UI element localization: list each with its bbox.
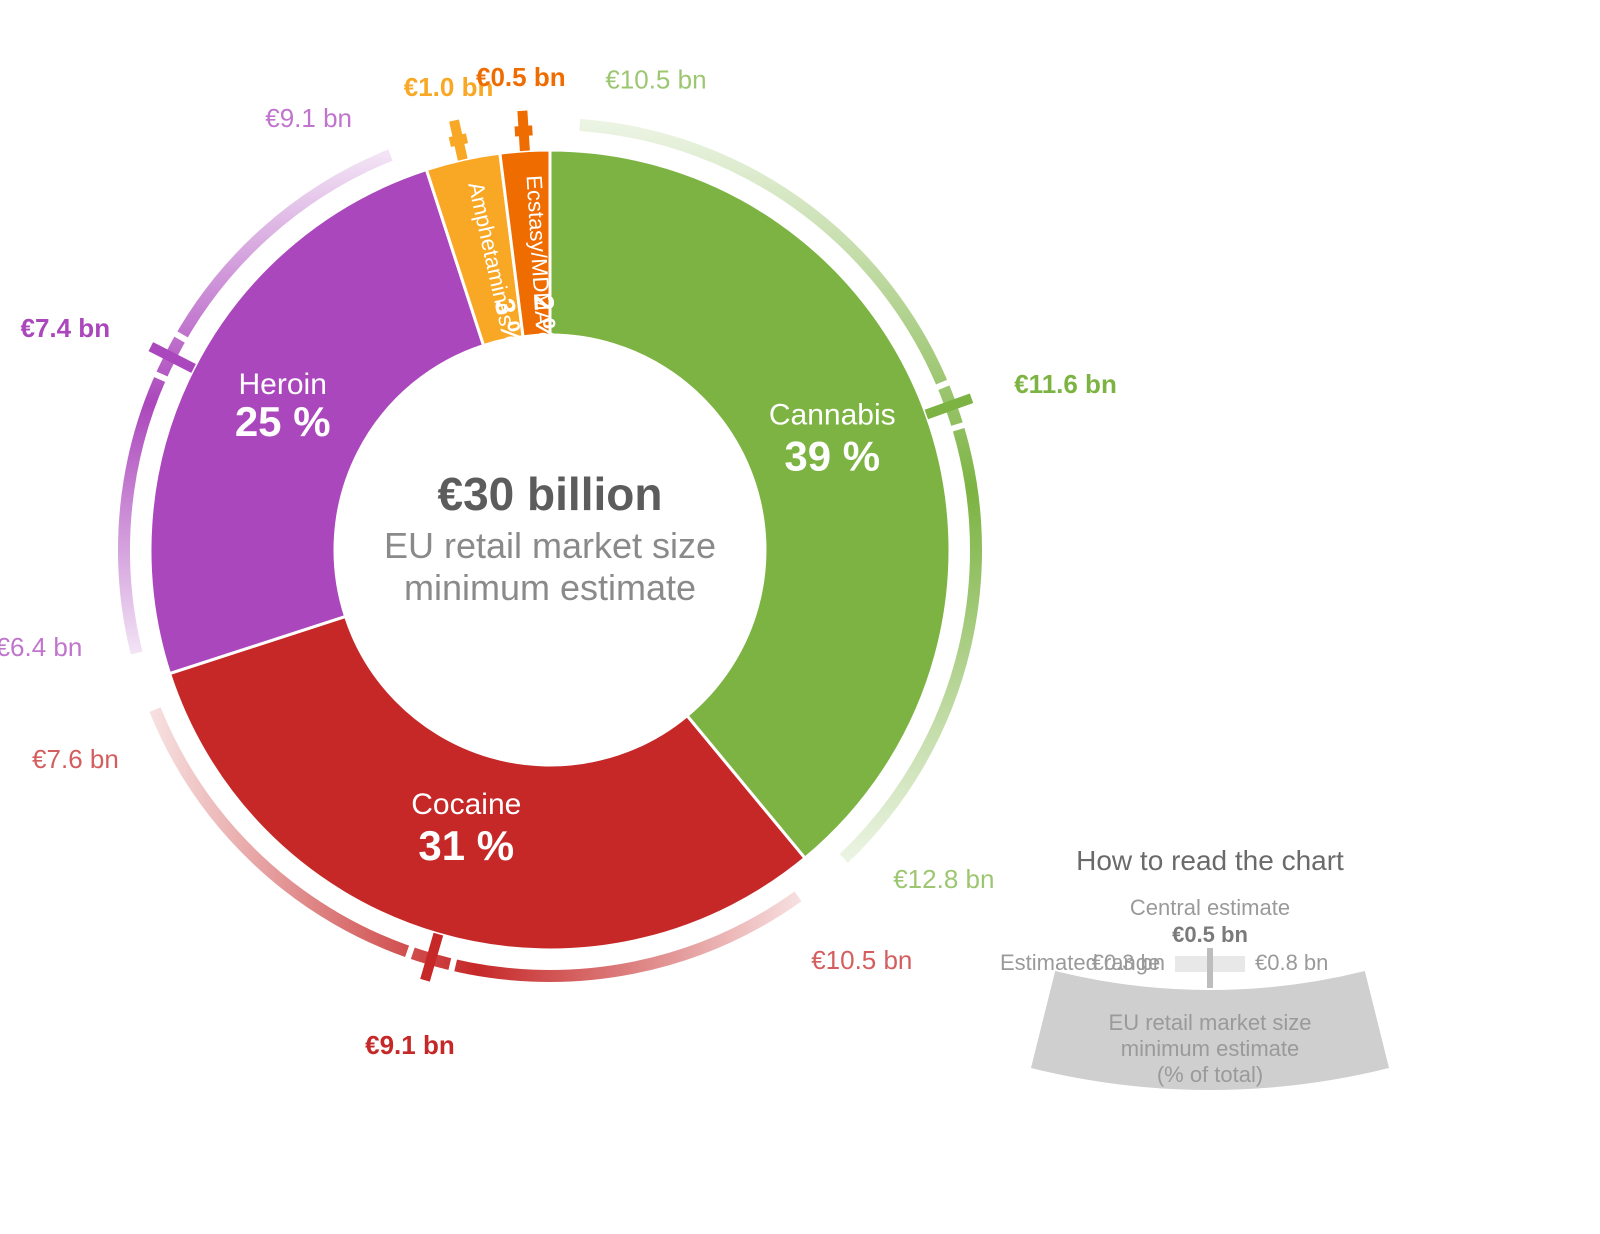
central-cocaine: €9.1 bn — [365, 1030, 455, 1060]
slice-label-cannabis: Cannabis — [769, 398, 896, 431]
range-low-heroin: €6.4 bn — [0, 632, 82, 662]
slice-pct-heroin: 25 % — [235, 398, 331, 445]
legend-wedge-line1: EU retail market size — [1109, 1010, 1312, 1035]
legend-range-high: €0.8 bn — [1255, 950, 1328, 975]
range-high-cocaine: €10.5 bn — [811, 945, 912, 975]
center-title: €30 billion — [438, 468, 663, 520]
legend-wedge-line2: minimum estimate — [1121, 1036, 1299, 1061]
slice-pct-cocaine: 31 % — [418, 822, 514, 869]
slice-label-heroin: Heroin — [239, 368, 327, 401]
center-subtitle-1: EU retail market size — [384, 525, 716, 566]
legend-central-value: €0.5 bn — [1172, 922, 1248, 947]
slice-cocaine — [170, 616, 805, 950]
range-low-cocaine: €7.6 bn — [32, 744, 119, 774]
central-heroin: €7.4 bn — [20, 313, 110, 343]
slice-label-cocaine: Cocaine — [411, 788, 521, 821]
slice-pct-ecstasy: 2 % — [528, 294, 562, 344]
center-subtitle-2: minimum estimate — [404, 567, 696, 608]
central-cannabis: €11.6 bn — [1014, 369, 1117, 399]
legend: How to read the chartCentral estimate€0.… — [1000, 845, 1389, 1090]
range-high-cannabis: €12.8 bn — [893, 864, 994, 894]
slice-pct-cannabis: 39 % — [784, 432, 880, 479]
range-high-heroin: €9.1 bn — [265, 103, 352, 133]
legend-central-label: Central estimate — [1130, 895, 1290, 920]
central-tick-cocaine — [425, 934, 438, 980]
donut-chart: Cannabis39 %Cocaine31 %Heroin25 %Ampheta… — [0, 0, 1600, 1234]
legend-title: How to read the chart — [1076, 845, 1344, 876]
central-ecstasy: €0.5 bn — [476, 62, 566, 92]
legend-range-low: €0.3 bn — [1092, 950, 1165, 975]
legend-wedge-line3: (% of total) — [1157, 1062, 1263, 1087]
range-low-cannabis: €10.5 bn — [605, 65, 706, 95]
